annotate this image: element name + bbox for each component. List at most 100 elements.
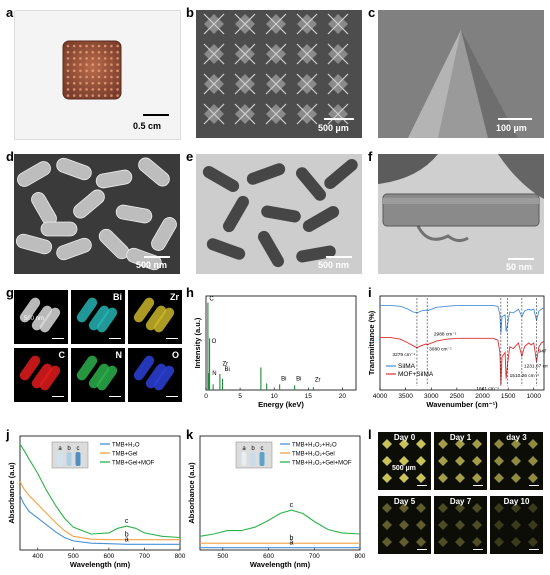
- degradation-tile: Day 7: [434, 496, 487, 554]
- eds-map-tile: O: [128, 348, 182, 402]
- legend-entry: TMB+H₂O: [112, 443, 140, 449]
- curve-label: a: [289, 540, 293, 547]
- panel-k-uvvis-chart: 500 600 700 800 Wavelength (nm) Absorbance (a…: [187, 435, 366, 569]
- series-line: [19, 443, 181, 539]
- series-line: [380, 304, 545, 334]
- x-tick-label: 600: [103, 553, 114, 560]
- x-axis-label: Energy (keV): [258, 400, 304, 409]
- degradation-tile: Day 5: [378, 496, 431, 554]
- panel-g-label: g: [6, 285, 14, 300]
- panel-h-label: h: [186, 285, 194, 300]
- panel-j-uvvis-chart: 400 500 600 700 800 Wavelength (nm) Absorbance…: [7, 435, 186, 569]
- inset-label: b: [67, 446, 71, 452]
- eds-map-tile: C: [14, 348, 68, 402]
- peak-annotation: Bi: [225, 367, 230, 373]
- curve-label: a: [125, 536, 129, 543]
- x-tick-label: 700: [309, 553, 320, 560]
- peak-annotation: 1510.26 cm⁻¹: [510, 373, 540, 379]
- panel-f-tem-single-rod: 50 nm: [378, 154, 544, 274]
- x-tick-label: 1500: [501, 393, 516, 400]
- curve-label: c: [125, 518, 129, 525]
- panel-a-label: a: [6, 5, 14, 20]
- inset-label: c: [261, 446, 264, 452]
- peak-annotation: 1641 cm⁻¹: [476, 386, 499, 392]
- legend-entry: TMB+H₂O₂+Gel+MOF: [292, 461, 352, 467]
- day-label: day 3: [506, 433, 527, 442]
- series-line: [19, 481, 180, 541]
- eds-map-tile: Bi: [71, 290, 125, 344]
- eds-map-tile: 500 nm: [14, 290, 68, 344]
- panel-e-tem-rods: 500 nm: [196, 154, 362, 274]
- legend-entry: TMB+H₂O₂+H₂O: [292, 443, 337, 449]
- eds-map-label: Bi: [113, 292, 122, 302]
- panel-b-label: b: [186, 5, 194, 20]
- x-tick-label: 800: [175, 553, 186, 560]
- inset-label: a: [242, 446, 246, 452]
- series-line: [199, 509, 361, 537]
- x-tick-label: 4000: [373, 393, 388, 400]
- scale-bar-c: 100 µm: [496, 123, 527, 133]
- eds-map-label: C: [58, 350, 66, 360]
- x-tick-label: 700: [139, 553, 150, 560]
- scale-bar-b: 500 µm: [318, 123, 349, 133]
- peak-annotation: Bi: [281, 377, 286, 383]
- legend-entry: TMB+Gel: [112, 452, 138, 458]
- scale-bar-d: 500 nm: [136, 260, 168, 270]
- peak-annotation: 947 cm⁻¹: [538, 348, 548, 354]
- curve-label: c: [290, 502, 294, 509]
- peak-annotation: O: [212, 339, 217, 345]
- curve-label: b: [289, 535, 293, 542]
- panel-k-label: k: [186, 427, 194, 442]
- peak-annotation: 1231.07 cm⁻¹: [524, 363, 548, 369]
- x-tick-label: 500: [217, 553, 228, 560]
- legend-entry: TMB+Gel+MOF: [112, 461, 155, 467]
- x-tick-label: 3000: [424, 393, 439, 400]
- x-axis-label: Wavelength (nm): [250, 560, 311, 569]
- series-line: [19, 495, 180, 545]
- panel-d-sem-rods: 500 nm: [14, 154, 180, 274]
- x-tick-label: 1000: [527, 393, 542, 400]
- peak-annotation: Bi: [296, 377, 301, 383]
- peak-annotation: 3080 cm⁻¹: [429, 347, 452, 353]
- eds-map-tile: N: [71, 348, 125, 402]
- x-tick-label: 3500: [398, 393, 413, 400]
- peak-annotation: 3279 cm⁻¹: [392, 352, 415, 358]
- panel-j-label: j: [6, 427, 10, 442]
- day-label: Day 5: [393, 497, 416, 506]
- panel-c-label: c: [368, 5, 376, 20]
- y-axis-label: Absorbance (a.u): [7, 462, 16, 524]
- x-tick-label: 600: [263, 553, 274, 560]
- legend-entry: TMB+H₂O₂+Gel: [292, 452, 335, 458]
- x-tick-label: 2000: [475, 393, 490, 400]
- peak-annotation: Zr: [223, 362, 229, 368]
- panel-e-label: e: [186, 149, 194, 164]
- x-tick-label: 15: [305, 393, 313, 400]
- panel-d-label: d: [6, 149, 14, 164]
- legend-entry: SilMA: [398, 363, 416, 370]
- panel-i-label: i: [368, 285, 372, 300]
- peak-annotation: N: [212, 371, 216, 377]
- scale-bar-f: 50 nm: [506, 262, 533, 272]
- inset-label: a: [58, 446, 62, 452]
- degradation-tile: Day 10: [490, 496, 543, 554]
- scale-bar-e: 500 nm: [318, 260, 350, 270]
- x-tick-label: 2500: [450, 393, 465, 400]
- x-tick-label: 500: [68, 553, 79, 560]
- peak-annotation: Zr: [315, 378, 321, 384]
- x-tick-label: 0: [204, 393, 208, 400]
- panel-a-photo: 0.5 cm: [14, 10, 181, 140]
- eds-map-label: N: [115, 350, 123, 360]
- panel-h-eds-chart: 0 5 10 15 20 Energy (keV) Intensity (a.u.) C O N Z…: [193, 295, 357, 409]
- eds-map-tile: Zr: [128, 290, 182, 344]
- day-label: Day 7: [449, 497, 472, 506]
- panel-g-eds-maps: 500 nm Bi Zr C N O: [14, 290, 184, 404]
- patch-photo-graphic: [62, 40, 122, 100]
- curve-label: b: [125, 532, 129, 539]
- x-axis-label: Wavenumber (cm⁻¹): [426, 400, 498, 409]
- degradation-tile: Day 0 500 µm: [378, 432, 431, 490]
- eds-map-label: O: [171, 350, 179, 360]
- scale-bar-g: 500 nm: [24, 316, 45, 322]
- inset-label: c: [77, 446, 80, 452]
- day-label: Day 0: [393, 433, 416, 442]
- x-tick-label: 800: [355, 553, 366, 560]
